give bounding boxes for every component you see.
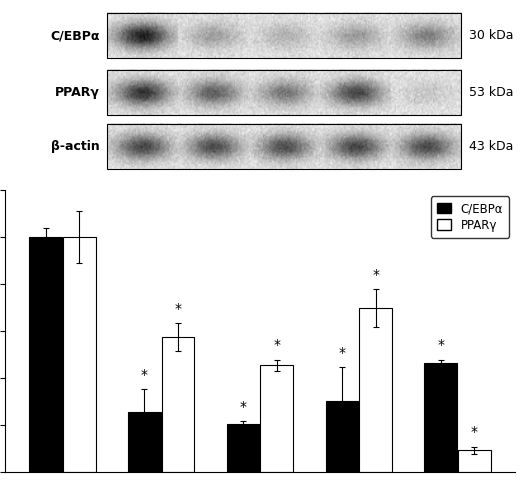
Text: *: * (372, 268, 379, 282)
Bar (63, 237, 96, 472)
Text: *: * (437, 338, 444, 352)
Bar (261, 365, 293, 472)
Bar (30, 237, 62, 472)
Bar (424, 363, 457, 472)
Bar (107, 124, 461, 169)
Text: β-actin: β-actin (51, 140, 99, 153)
Text: *: * (274, 338, 280, 352)
Legend: C/EBPα, PPARγ: C/EBPα, PPARγ (431, 196, 509, 238)
Bar (458, 450, 490, 472)
Text: 43 kDa: 43 kDa (469, 140, 513, 153)
Bar (107, 70, 461, 115)
Bar (227, 424, 259, 472)
Text: *: * (471, 426, 478, 440)
Text: C/EBPα: C/EBPα (50, 29, 99, 42)
Bar (162, 337, 194, 472)
Bar (359, 308, 392, 472)
Text: 53 kDa: 53 kDa (469, 86, 513, 99)
Text: *: * (141, 368, 148, 382)
Bar (107, 13, 461, 58)
Bar (326, 401, 358, 472)
Text: *: * (175, 302, 181, 316)
Text: PPARγ: PPARγ (55, 86, 99, 99)
Bar (128, 413, 161, 472)
Text: *: * (339, 346, 345, 360)
Text: *: * (240, 400, 246, 414)
Text: 30 kDa: 30 kDa (469, 29, 513, 42)
